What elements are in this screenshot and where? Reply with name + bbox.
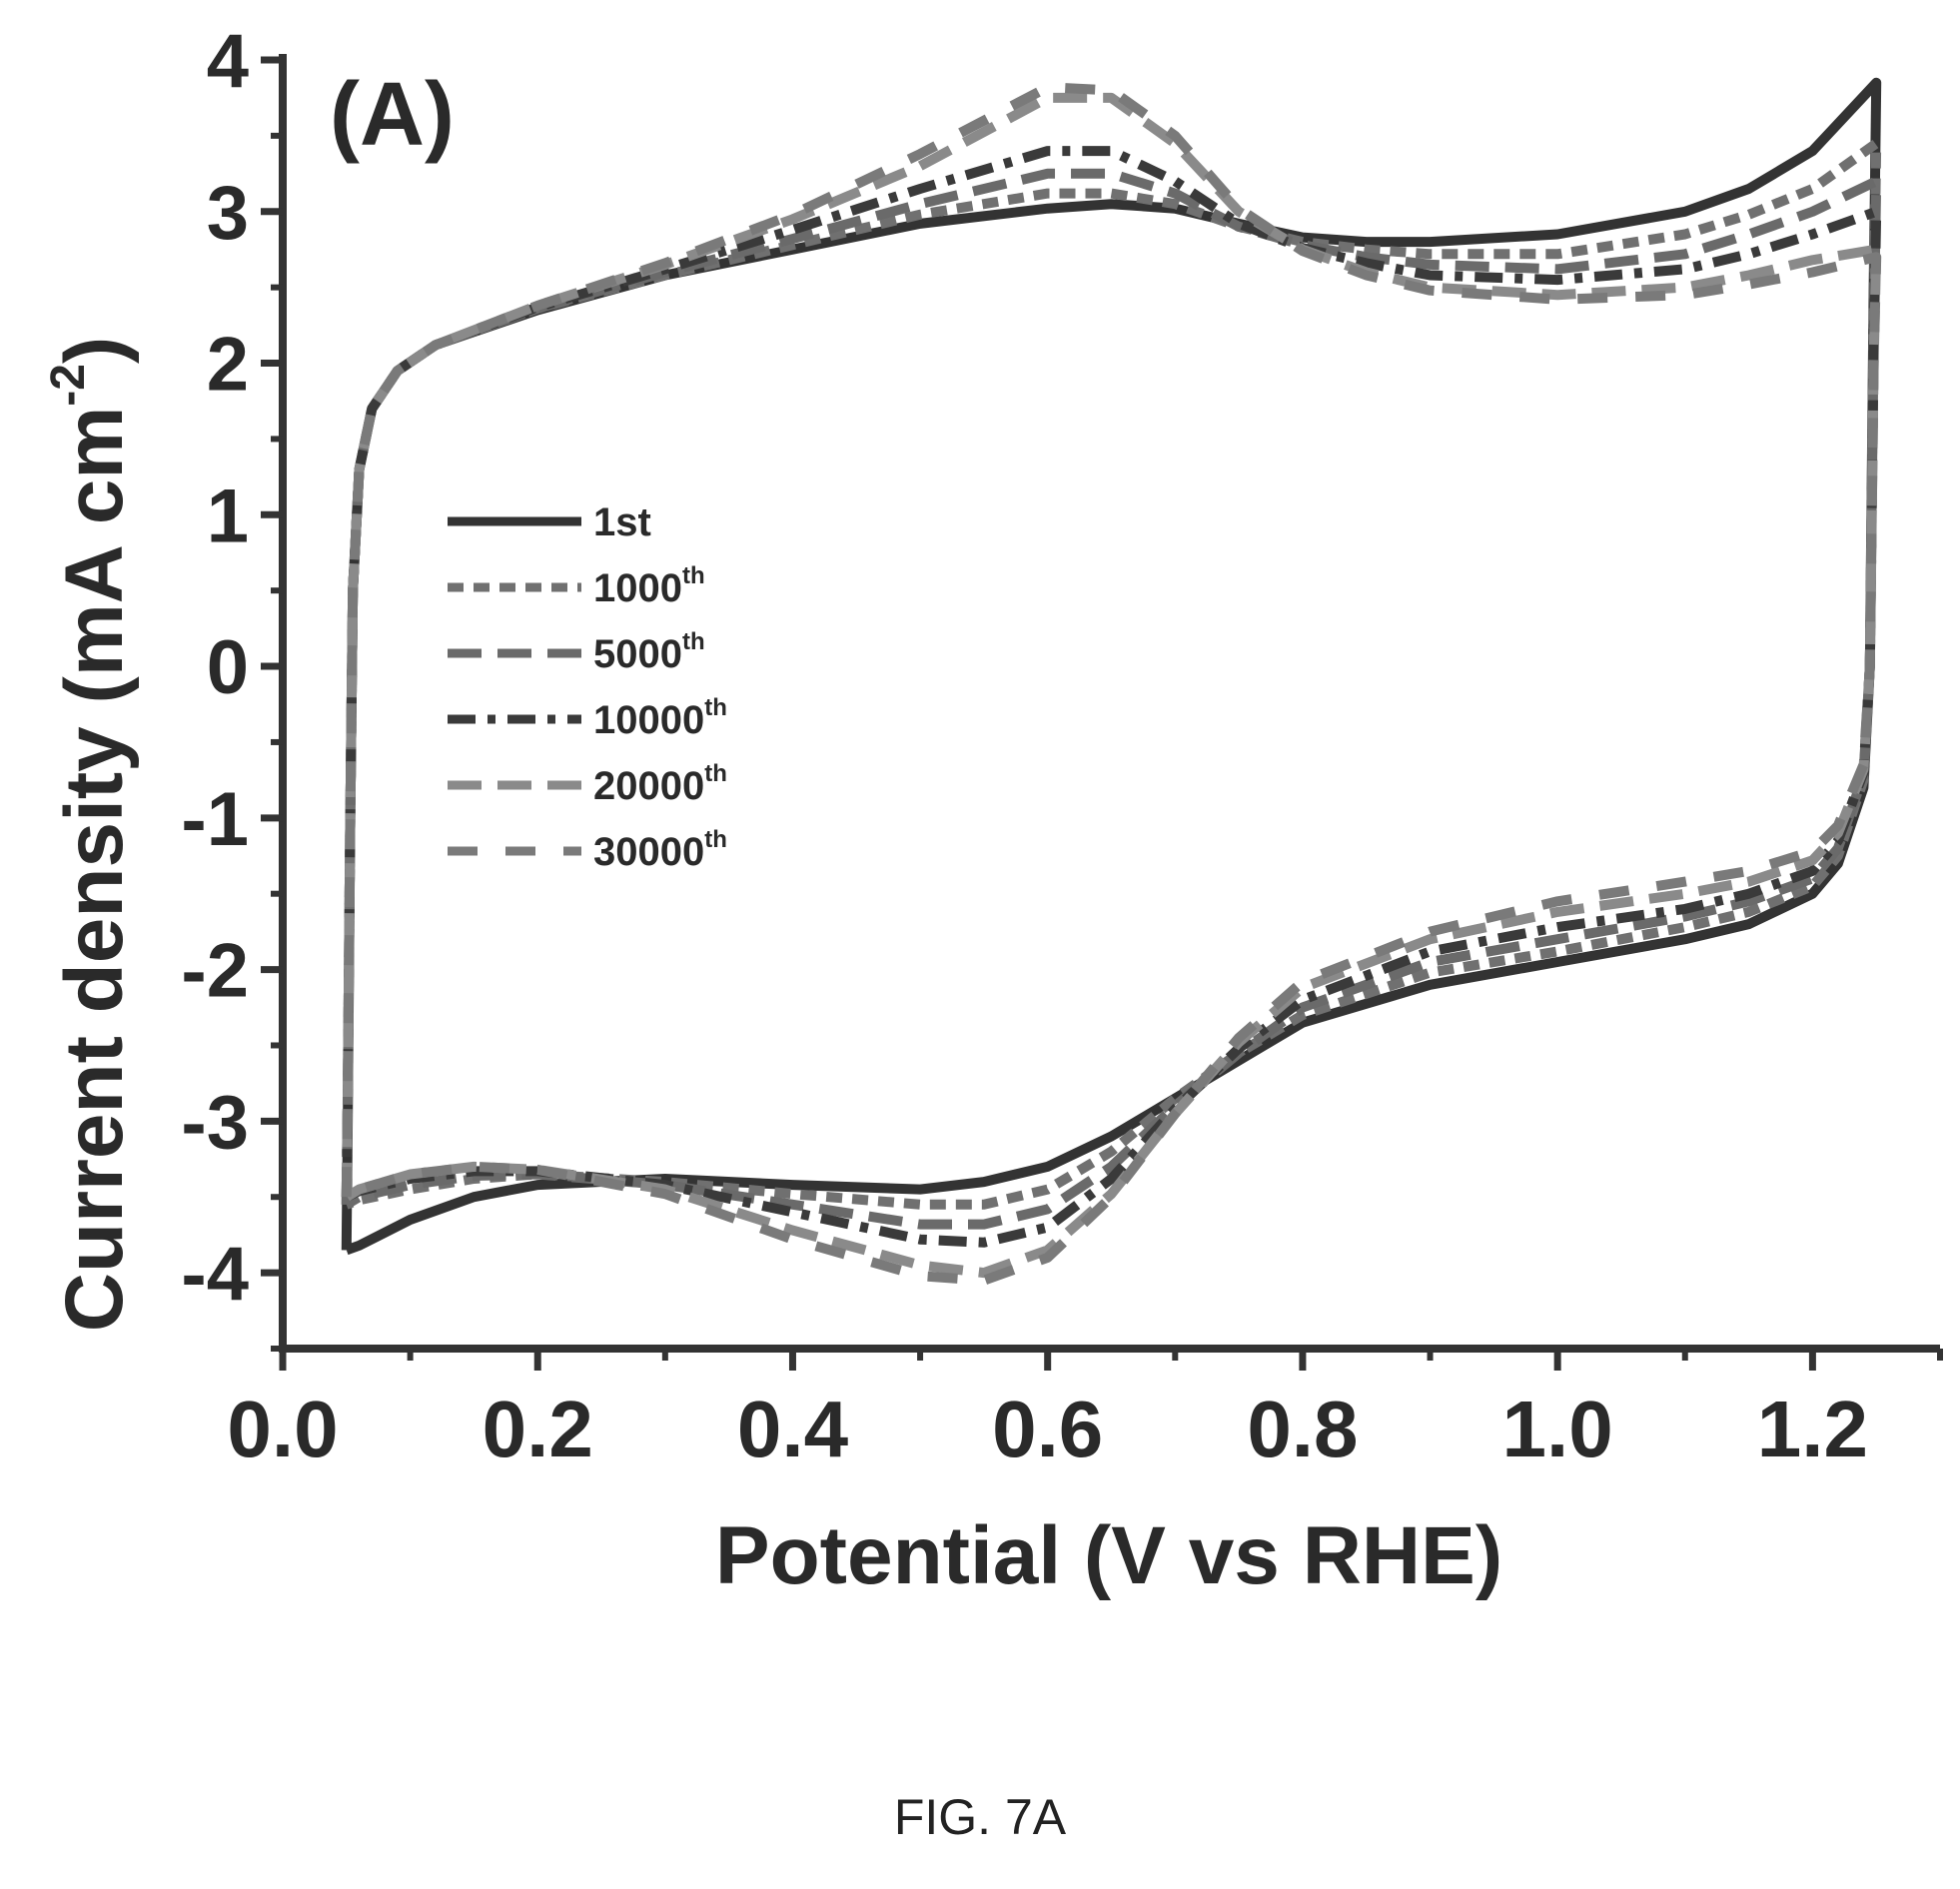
y-axis-title: Current density (mA cm-2) [42,337,140,1332]
y-tick-label: 1 [207,473,249,558]
y-axis-title-close: ) [49,337,140,364]
y-tick-label: -3 [181,1080,249,1165]
tick-labels: 0.0 0.2 0.4 0.6 0.8 1.0 1.2 -4 -3 -2 -1 0 1 2 3 4 [181,19,1868,1473]
y-axis-title-group: Current density (mA cm-2) [42,337,140,1332]
y-tick-label: 2 [207,323,249,408]
axes [261,54,1943,1371]
panel-label: (A) [330,65,455,165]
series-line-5000th [341,168,1882,1230]
y-axis-title-main: Current density (mA cm [49,407,140,1332]
x-tick-label: 0.4 [737,1385,849,1473]
x-tick-label: 1.0 [1502,1385,1613,1473]
series-line-1st [341,77,1882,1256]
figure-caption: FIG. 7A [893,1789,1067,1845]
legend-label: 1st [593,500,651,544]
x-tick-label: 1.2 [1757,1385,1868,1473]
x-tick-label: 0.8 [1247,1385,1358,1473]
x-tick-label: 0.2 [483,1385,593,1473]
series-line-10000th [341,146,1882,1248]
x-tick-label: 0.6 [992,1385,1103,1473]
series-line-30000th [341,82,1882,1286]
series-layer [341,77,1882,1286]
y-tick-label: 3 [207,171,249,256]
y-axis-title-sup: -2 [42,364,95,407]
y-tick-label: 4 [207,19,249,104]
legend-label: 10000th [593,694,727,742]
series-line-20000th [341,92,1882,1279]
x-tick-label: 0.0 [227,1385,338,1473]
x-axis-title: Potential (V vs RHE) [715,1510,1502,1601]
legend: 1st 1000th 5000th 10000th 20000th 30000th [448,500,727,874]
legend-label: 20000th [593,760,727,808]
y-tick-label: 0 [207,625,249,710]
y-tick-label: -2 [181,929,249,1014]
y-tick-label: -4 [181,1232,249,1317]
legend-label: 30000th [593,826,727,874]
legend-label: 5000th [593,628,705,676]
legend-label: 1000th [593,562,705,610]
y-tick-label: -1 [181,777,249,862]
